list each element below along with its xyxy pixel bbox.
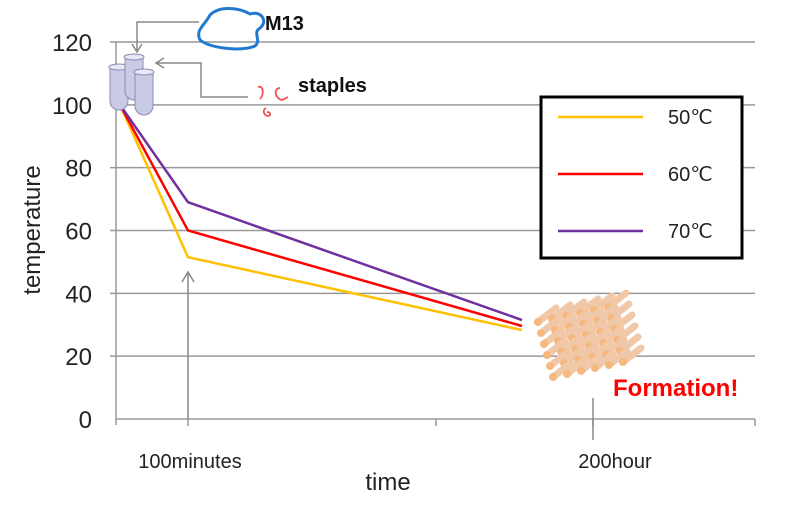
rod-end [549, 373, 557, 381]
y-tick-label: 120 [52, 30, 92, 57]
rod-end [540, 340, 548, 348]
m13-label: M13 [265, 13, 304, 35]
x-tick-label: 100minutes [138, 451, 241, 473]
rod-end [563, 370, 571, 378]
y-tick-label: 100 [52, 93, 92, 120]
test-tube-rim [133, 68, 155, 76]
legend-label: 70℃ [668, 221, 713, 243]
staples-icon [257, 85, 289, 117]
rod-end [546, 362, 554, 370]
formation-label: Formation! [613, 375, 738, 402]
legend-label: 60℃ [668, 164, 713, 186]
staples-label: staples [298, 75, 367, 97]
legend-label: 50℃ [668, 107, 713, 129]
rod-end [619, 358, 627, 366]
y-tick-label: 40 [65, 281, 92, 308]
test-tube-icon [134, 71, 154, 116]
y-tick-label: 20 [65, 344, 92, 371]
test-tube-icon [109, 66, 129, 111]
y-tick-label: 0 [79, 407, 92, 434]
m13-scaffold-icon [197, 7, 266, 51]
rod-end [577, 367, 585, 375]
series-line-70 [118, 104, 523, 322]
test-tube-rim [123, 53, 145, 61]
series-line-60 [118, 104, 523, 328]
y-axis-label: temperature [19, 165, 46, 294]
rod-end [537, 329, 545, 337]
y-tick-label: 60 [65, 219, 92, 246]
series-line-50 [118, 104, 523, 332]
x-axis-label: time [365, 469, 410, 496]
arrow-staples [154, 57, 248, 98]
rod-end [543, 351, 551, 359]
y-tick-label: 80 [65, 156, 92, 183]
rod-end [534, 318, 542, 326]
rod-end [605, 361, 613, 369]
arrow-m13 [131, 21, 199, 54]
x-tick-label: 200hour [578, 451, 652, 473]
rod-end [591, 364, 599, 372]
arrow-annotation [181, 270, 195, 419]
